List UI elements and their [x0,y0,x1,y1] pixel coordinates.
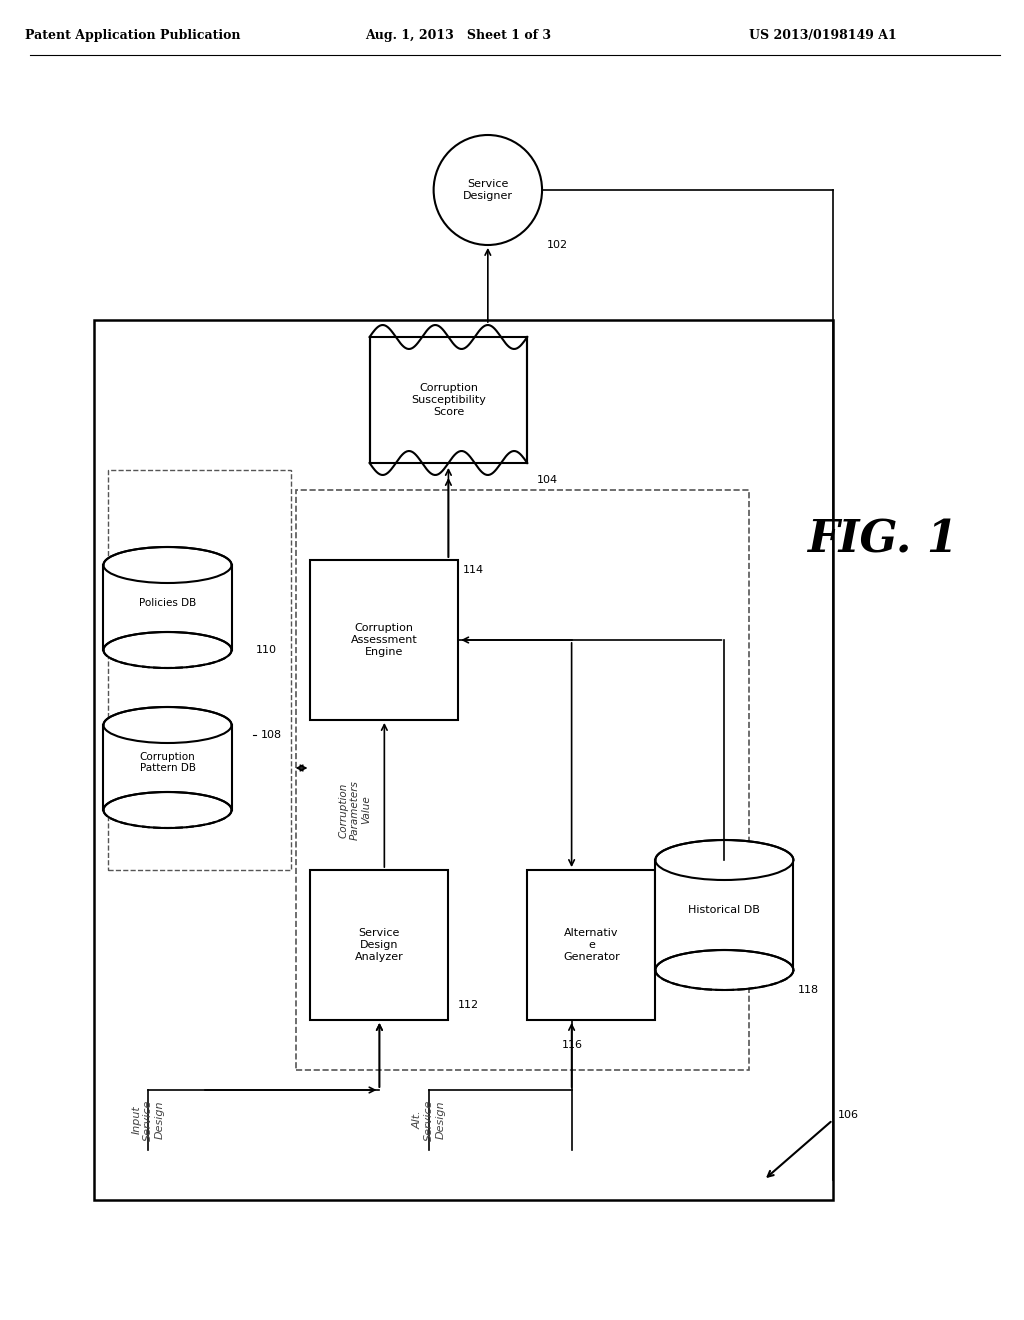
Ellipse shape [655,950,794,990]
Ellipse shape [103,708,231,743]
Text: Service
Designer: Service Designer [463,180,513,201]
Text: Service
Design
Analyzer: Service Design Analyzer [355,928,403,961]
FancyBboxPatch shape [370,337,527,463]
Text: FIG. 1: FIG. 1 [807,519,957,561]
Polygon shape [103,725,231,810]
Ellipse shape [655,840,794,880]
Text: Aug. 1, 2013   Sheet 1 of 3: Aug. 1, 2013 Sheet 1 of 3 [366,29,551,41]
FancyBboxPatch shape [310,560,459,719]
Ellipse shape [103,546,231,583]
Text: Alt.
Service
Design: Alt. Service Design [412,1100,445,1140]
Ellipse shape [103,708,231,743]
Text: 108: 108 [261,730,283,741]
Text: 102: 102 [547,240,568,249]
Text: Policies DB: Policies DB [139,598,197,607]
Polygon shape [655,861,794,970]
Polygon shape [103,565,231,649]
Text: Input
Service
Design: Input Service Design [131,1100,165,1140]
Ellipse shape [103,792,231,828]
Text: 106: 106 [838,1110,859,1119]
Text: Corruption
Assessment
Engine: Corruption Assessment Engine [351,623,418,656]
FancyBboxPatch shape [93,319,833,1200]
FancyBboxPatch shape [296,490,749,1071]
Text: Corruption
Pattern DB: Corruption Pattern DB [139,751,196,774]
FancyBboxPatch shape [109,470,291,870]
Text: 104: 104 [538,475,558,484]
Text: 112: 112 [459,1001,479,1010]
Ellipse shape [103,632,231,668]
Text: Alternativ
e
Generator: Alternativ e Generator [563,928,620,961]
Ellipse shape [655,840,794,880]
FancyBboxPatch shape [310,870,449,1020]
Text: Corruption
Susceptibility
Score: Corruption Susceptibility Score [411,383,485,417]
Text: 114: 114 [463,565,484,576]
Text: Corruption
Parameters
Value: Corruption Parameters Value [338,780,372,840]
Ellipse shape [103,546,231,583]
FancyBboxPatch shape [527,870,655,1020]
Text: 116: 116 [562,1040,583,1049]
Text: US 2013/0198149 A1: US 2013/0198149 A1 [750,29,897,41]
Text: Historical DB: Historical DB [688,906,760,915]
Text: 110: 110 [256,645,278,655]
Text: Patent Application Publication: Patent Application Publication [26,29,241,41]
Text: 118: 118 [799,985,819,995]
Circle shape [433,135,542,246]
